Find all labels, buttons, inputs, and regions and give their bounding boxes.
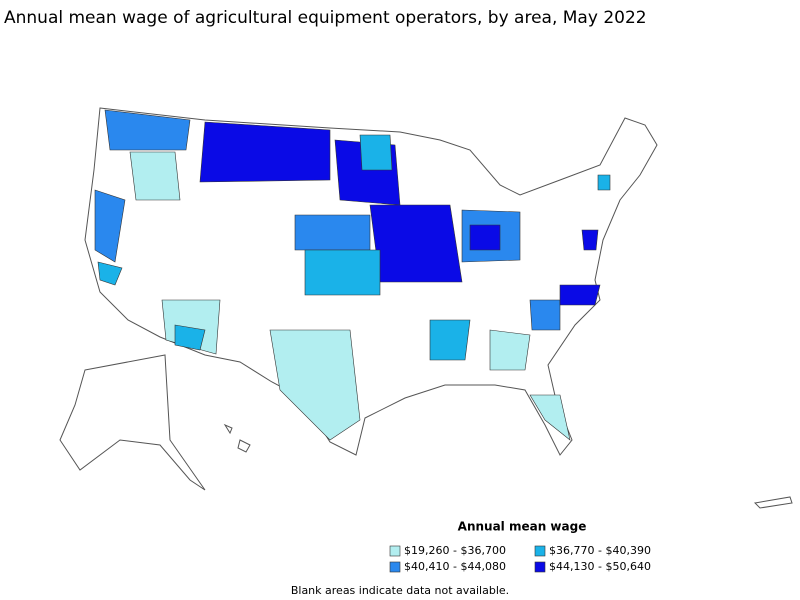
map-region: [469, 224, 501, 251]
legend-label: $40,410 - $44,080: [404, 560, 506, 573]
map-region: [104, 109, 191, 151]
map-region: [429, 319, 471, 361]
legend-label: $36,770 - $40,390: [549, 544, 651, 557]
puerto-rico: [753, 496, 793, 509]
map-region: [174, 324, 206, 351]
legend-swatch: [389, 545, 401, 557]
legend-title: Annual mean wage: [458, 520, 587, 534]
map-region: [199, 121, 331, 183]
map-region: [269, 329, 361, 441]
map-region: [489, 329, 531, 371]
map-region: [129, 151, 181, 201]
map-region: [97, 261, 123, 286]
map-region: [581, 229, 599, 251]
hawaii: [223, 423, 251, 453]
map-region: [369, 204, 463, 283]
map-region: [94, 189, 126, 263]
alaska: [59, 354, 206, 491]
legend-label: $19,260 - $36,700: [404, 544, 506, 557]
map-region: [529, 394, 571, 441]
legend-swatch: [534, 545, 546, 557]
map-region: [597, 174, 611, 191]
legend-label: $44,130 - $50,640: [549, 560, 651, 573]
map-region: [304, 249, 381, 296]
legend: Annual mean wage $19,260 - $36,700 $36,77…: [389, 520, 651, 573]
map-region: [359, 134, 393, 171]
legend-swatch: [534, 561, 546, 573]
map-region: [529, 299, 561, 331]
map: [59, 107, 793, 509]
footnote: Blank areas indicate data not available.: [291, 584, 509, 597]
map-region: [294, 214, 371, 251]
map-title: Annual mean wage of agricultural equipme…: [4, 8, 647, 28]
legend-swatch: [389, 561, 401, 573]
map-region: [559, 284, 601, 306]
